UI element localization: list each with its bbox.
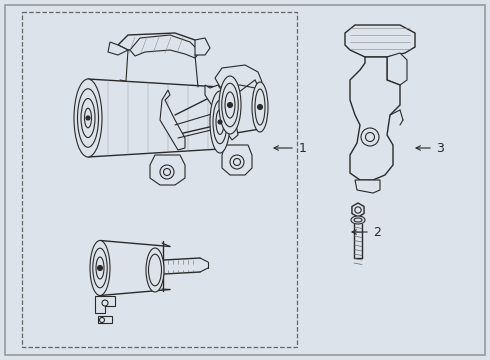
Ellipse shape — [74, 79, 102, 157]
Ellipse shape — [210, 91, 230, 153]
Polygon shape — [195, 38, 210, 55]
Polygon shape — [118, 33, 205, 55]
Ellipse shape — [90, 240, 110, 296]
Polygon shape — [150, 155, 185, 185]
Polygon shape — [355, 180, 380, 193]
Ellipse shape — [218, 120, 222, 124]
Ellipse shape — [219, 76, 241, 134]
Polygon shape — [130, 35, 200, 58]
Ellipse shape — [252, 82, 268, 132]
Polygon shape — [345, 25, 415, 57]
Ellipse shape — [227, 103, 232, 108]
Polygon shape — [160, 90, 185, 150]
Ellipse shape — [351, 216, 365, 224]
Ellipse shape — [146, 248, 164, 292]
Ellipse shape — [98, 266, 102, 270]
Polygon shape — [352, 203, 364, 217]
Polygon shape — [108, 42, 128, 55]
Polygon shape — [350, 57, 400, 180]
Text: 1: 1 — [299, 141, 307, 154]
Polygon shape — [98, 316, 112, 323]
Ellipse shape — [86, 116, 90, 120]
Polygon shape — [222, 145, 252, 175]
Polygon shape — [215, 65, 262, 88]
Ellipse shape — [258, 104, 263, 109]
Polygon shape — [387, 53, 407, 85]
Bar — [22, 12, 297, 347]
Text: 3: 3 — [436, 141, 444, 154]
Polygon shape — [95, 296, 115, 313]
Text: 2: 2 — [373, 225, 381, 239]
Polygon shape — [205, 85, 238, 140]
